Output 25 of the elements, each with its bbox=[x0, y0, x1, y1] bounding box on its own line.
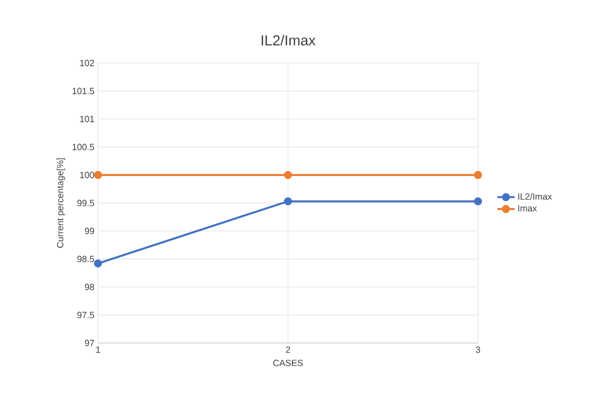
y-tick-label: 97.5 bbox=[77, 312, 94, 318]
point bbox=[284, 170, 292, 179]
y-tick-label: 101.5 bbox=[72, 88, 94, 94]
y-tick-label: 97 bbox=[84, 340, 94, 346]
y-tick-label: 99.5 bbox=[77, 200, 94, 206]
y-tick-label: 98.5 bbox=[77, 256, 94, 262]
x-tick-label: 1 bbox=[96, 346, 100, 353]
legend-label: IL2/Imax bbox=[518, 193, 552, 200]
y-tick-label: 100 bbox=[80, 172, 94, 178]
point bbox=[474, 197, 482, 206]
y-axis-title: Current percentage[%] bbox=[56, 158, 66, 248]
y-tick-label: 102 bbox=[80, 60, 94, 66]
point bbox=[94, 170, 102, 179]
point bbox=[474, 170, 482, 179]
y-tick-label: 101 bbox=[80, 116, 94, 122]
x-tick-label: 2 bbox=[286, 346, 290, 353]
y-tick-label: 98 bbox=[84, 284, 94, 290]
point bbox=[94, 259, 102, 268]
y-tick-label: 100.5 bbox=[72, 144, 94, 150]
x-axis-title: CASES bbox=[273, 360, 303, 366]
legend-label: Imax bbox=[518, 205, 537, 212]
x-tick-label: 3 bbox=[476, 346, 480, 353]
chart-title: IL2/Imax bbox=[262, 34, 316, 46]
point bbox=[284, 197, 292, 206]
y-tick-label: 99 bbox=[84, 228, 94, 234]
